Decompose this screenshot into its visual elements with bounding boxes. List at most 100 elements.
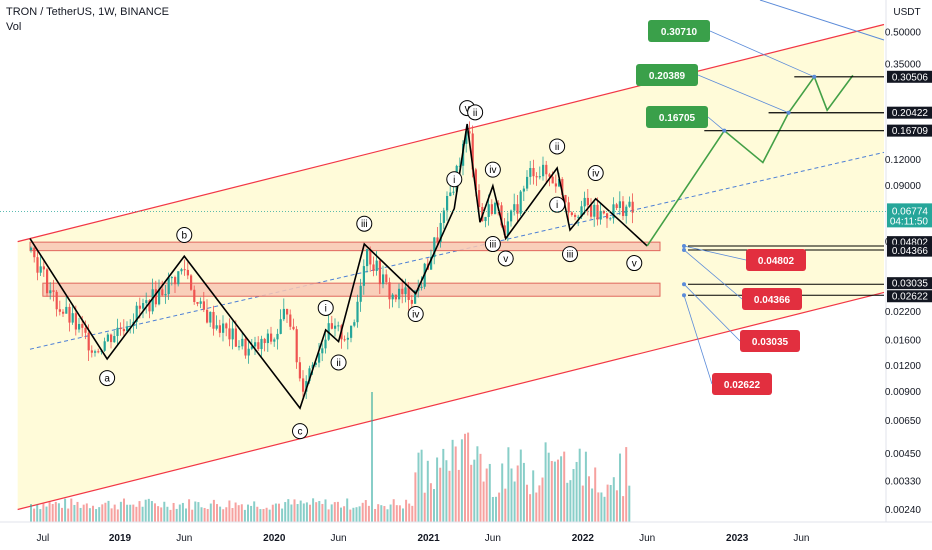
price-tag-label: 0.02622 <box>892 292 929 303</box>
wave-label-16: iii <box>562 246 578 263</box>
candle-body <box>561 179 564 196</box>
volume-bar <box>408 503 411 522</box>
candle-body <box>84 327 87 333</box>
candle-body <box>183 269 186 271</box>
volume-bar <box>33 508 36 522</box>
x-tick-label: Jun <box>793 533 809 544</box>
candle-body <box>593 204 596 217</box>
wave-label-9: ii <box>467 104 484 121</box>
volume-bar <box>312 498 315 522</box>
candle-body <box>295 329 298 363</box>
candle-body <box>142 303 145 309</box>
candle-body <box>535 176 538 178</box>
volume-bar <box>566 482 569 522</box>
volume-bar <box>597 492 600 522</box>
volume-bar <box>92 505 94 522</box>
volume-bar <box>402 508 404 522</box>
target-box-up-bg <box>636 64 698 86</box>
candle-body <box>596 204 599 220</box>
wave-label-text: a <box>104 374 110 385</box>
candle-body <box>510 210 513 222</box>
candle-body <box>375 260 378 271</box>
candle-body <box>55 291 58 310</box>
channel-upper-line <box>17 23 885 243</box>
candle-body <box>110 334 113 343</box>
candle-body <box>206 309 209 323</box>
target-anchor-dot <box>812 74 817 79</box>
support-zone-1 <box>29 241 661 252</box>
wave-label-text: v <box>632 259 637 270</box>
candle-body <box>65 306 68 314</box>
candle-body <box>436 237 439 242</box>
volume-bar <box>513 481 516 522</box>
volume-bar <box>516 465 519 522</box>
volume-bar <box>281 508 284 522</box>
volume-bar <box>200 507 203 522</box>
candle-body <box>186 269 189 276</box>
candle-body <box>164 294 167 296</box>
wave-label-circle <box>626 255 643 272</box>
candle-body <box>161 289 164 296</box>
volume-bar <box>330 504 333 522</box>
volume-bar <box>163 501 166 522</box>
volume-bar <box>535 492 538 522</box>
candle-body <box>353 322 356 326</box>
volume-bar <box>231 508 234 522</box>
candle-body <box>119 327 122 329</box>
volume-bar <box>405 499 408 522</box>
candle-body <box>570 212 573 215</box>
volume-bar <box>309 504 311 522</box>
wave-label-text: v <box>465 104 470 115</box>
volume-bar <box>157 506 160 522</box>
wave-label-2: a <box>99 370 116 387</box>
volume-bar <box>603 496 606 522</box>
volume-bar <box>439 467 442 522</box>
candle-body <box>276 333 279 340</box>
candle-body <box>126 326 129 332</box>
volume-bar <box>48 502 51 522</box>
candle-body <box>407 287 410 300</box>
wave-label-text: ii <box>473 108 477 119</box>
volume-bar <box>346 498 349 522</box>
y-tick-label: 0.09000 <box>885 181 922 192</box>
volume-bar <box>296 504 299 522</box>
candle-body <box>212 311 215 329</box>
target-box-down-bg <box>742 288 802 310</box>
y-tick-label: 0.02200 <box>885 307 922 318</box>
volume-bar <box>333 502 336 522</box>
wave-label-circle <box>292 423 308 440</box>
candle-body <box>180 269 183 272</box>
volume-bar <box>141 506 144 522</box>
wave-label-circle <box>549 196 566 213</box>
volume-bar <box>526 484 528 522</box>
volume-bar <box>197 502 200 522</box>
volume-bar <box>299 500 302 522</box>
volume-bar <box>398 505 401 522</box>
volume-bar <box>336 501 339 522</box>
volume-bar <box>82 504 85 522</box>
price-tag-7: 0.02622 <box>887 290 932 303</box>
target-box-up-3: 0.16705 <box>646 106 727 133</box>
price-tag-bg <box>887 290 932 303</box>
candle-body <box>263 338 266 344</box>
x-tick-label: 2020 <box>263 533 286 544</box>
price-tag-bg <box>887 124 932 137</box>
x-tick-label: Jul <box>36 533 49 544</box>
candle-body <box>612 204 615 219</box>
target-connector <box>683 245 747 261</box>
candle-body <box>174 277 177 285</box>
target-anchor-dot <box>722 128 727 133</box>
wave-label-text: i <box>556 200 558 211</box>
candle-body <box>314 362 317 365</box>
candle-body <box>388 282 391 300</box>
price-tag-bg <box>887 277 932 290</box>
volume-bar <box>178 504 181 522</box>
wave-label-circle <box>176 227 193 244</box>
candle-body <box>542 164 545 177</box>
volume-bar <box>389 504 392 522</box>
volume-bar <box>433 489 435 522</box>
x-tick-label: 2022 <box>572 533 595 544</box>
volume-bar <box>383 506 386 522</box>
